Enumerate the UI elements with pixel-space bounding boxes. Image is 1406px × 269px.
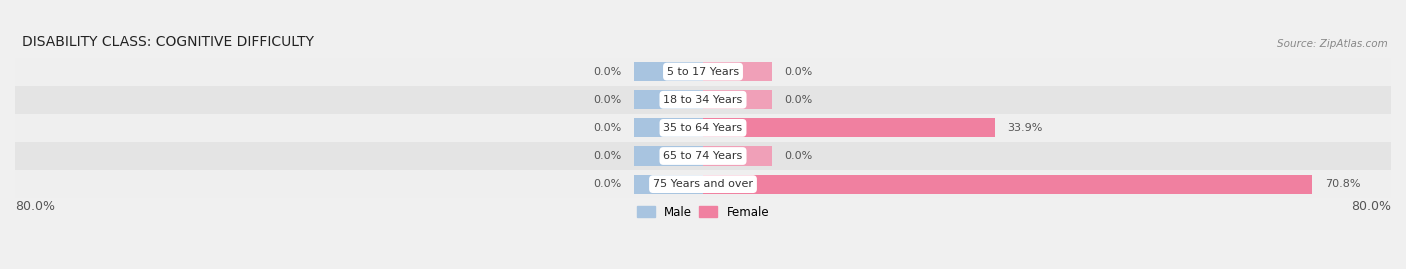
Bar [634, 118, 703, 137]
Bar [703, 146, 772, 165]
Bar [634, 62, 703, 81]
Bar [634, 146, 703, 165]
Text: 0.0%: 0.0% [785, 67, 813, 77]
Legend: Male, Female: Male, Female [633, 201, 773, 223]
Text: 75 Years and over: 75 Years and over [652, 179, 754, 189]
Text: Source: ZipAtlas.com: Source: ZipAtlas.com [1278, 39, 1388, 49]
Text: DISABILITY CLASS: COGNITIVE DIFFICULTY: DISABILITY CLASS: COGNITIVE DIFFICULTY [22, 35, 314, 49]
Text: 0.0%: 0.0% [593, 179, 621, 189]
Text: 0.0%: 0.0% [785, 151, 813, 161]
Text: 80.0%: 80.0% [15, 200, 55, 213]
Text: 5 to 17 Years: 5 to 17 Years [666, 67, 740, 77]
Text: 70.8%: 70.8% [1324, 179, 1360, 189]
Text: 0.0%: 0.0% [785, 95, 813, 105]
Bar [15, 114, 1391, 142]
Text: 0.0%: 0.0% [593, 67, 621, 77]
Bar [703, 175, 1312, 194]
Bar [15, 58, 1391, 86]
Bar [15, 170, 1391, 198]
Bar [634, 90, 703, 109]
Text: 18 to 34 Years: 18 to 34 Years [664, 95, 742, 105]
Bar [15, 86, 1391, 114]
Text: 35 to 64 Years: 35 to 64 Years [664, 123, 742, 133]
Bar [703, 62, 772, 81]
Text: 33.9%: 33.9% [1008, 123, 1043, 133]
Text: 0.0%: 0.0% [593, 123, 621, 133]
Text: 80.0%: 80.0% [1351, 200, 1391, 213]
Text: 0.0%: 0.0% [593, 95, 621, 105]
Bar [634, 175, 703, 194]
Bar [15, 142, 1391, 170]
Bar [703, 118, 994, 137]
Text: 65 to 74 Years: 65 to 74 Years [664, 151, 742, 161]
Bar [703, 90, 772, 109]
Text: 0.0%: 0.0% [593, 151, 621, 161]
